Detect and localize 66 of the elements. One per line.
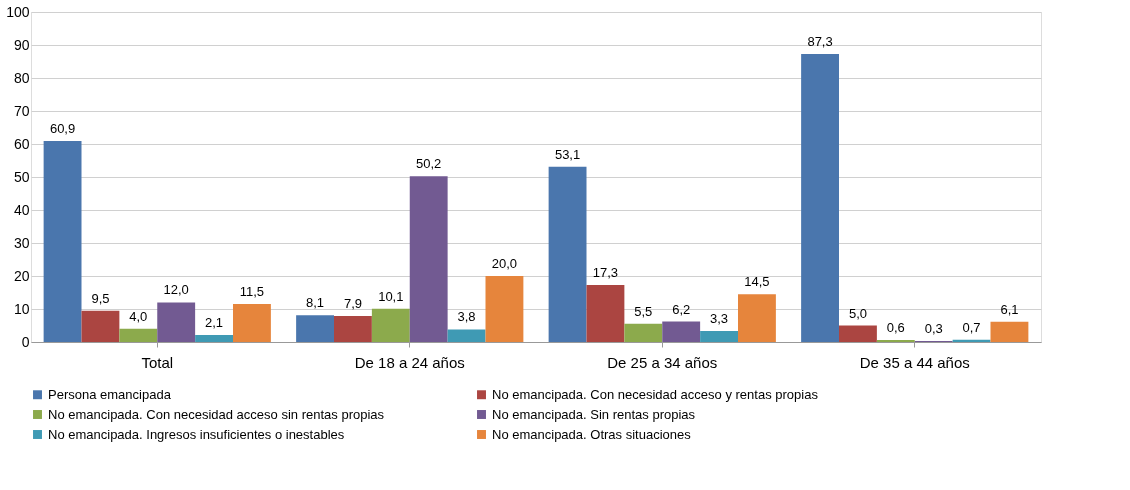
bar	[119, 328, 158, 342]
bar	[839, 325, 877, 342]
bar	[990, 321, 1029, 342]
data-label: 6,2	[672, 301, 691, 317]
legend-label: No emancipada. Ingresos insuficientes o inestables	[48, 426, 345, 442]
y-tick-label: 60	[13, 135, 30, 152]
y-tick-label: 40	[13, 201, 30, 218]
bar	[801, 53, 839, 342]
bar	[195, 335, 233, 342]
data-label: 6,1	[1000, 301, 1019, 317]
data-label: 8,1	[306, 295, 325, 311]
bar	[548, 166, 587, 342]
x-tick-label: Total	[141, 353, 174, 371]
y-tick-label: 100	[6, 3, 30, 20]
data-label: 4,0	[129, 308, 148, 324]
data-label: 11,5	[239, 284, 265, 300]
data-label: 2,1	[205, 315, 224, 331]
data-label: 3,8	[457, 309, 476, 325]
y-tick-label: 50	[13, 168, 30, 185]
bar	[447, 329, 486, 342]
y-tick-label: 30	[13, 234, 30, 251]
bar	[296, 315, 334, 342]
bar	[624, 323, 663, 342]
bar	[738, 294, 776, 342]
bar	[371, 308, 410, 342]
data-label: 17,3	[592, 264, 619, 280]
data-label: 53,1	[554, 146, 581, 162]
y-tick-label: 20	[13, 267, 30, 284]
bar	[233, 304, 271, 342]
x-tick-label: De 35 a 44 años	[859, 353, 970, 371]
bar	[43, 141, 82, 342]
x-tick-label: De 25 a 34 años	[607, 353, 718, 371]
bar	[81, 310, 120, 342]
bar	[485, 276, 524, 342]
bar	[700, 331, 738, 342]
legend-label: No emancipada. Con necesidad acceso y rentas propias	[492, 386, 819, 402]
y-tick-label: 0	[21, 333, 30, 350]
data-label: 12,0	[163, 282, 189, 298]
data-label: 10,1	[378, 288, 404, 304]
y-tick-label: 90	[13, 36, 30, 53]
x-tick-label: De 18 a 24 años	[354, 353, 465, 371]
data-label: 9,5	[91, 290, 110, 306]
y-tick-label: 70	[13, 102, 30, 119]
bar	[586, 284, 625, 342]
data-label: 0,6	[886, 320, 905, 336]
data-label: 5,0	[848, 305, 867, 321]
data-label: 3,3	[710, 311, 729, 327]
legend-label: Persona emancipada	[48, 386, 172, 402]
data-label: 0,7	[962, 319, 981, 335]
data-label: 87,3	[807, 33, 833, 49]
data-label: 50,2	[416, 156, 442, 172]
data-label: 60,9	[49, 121, 76, 137]
bar	[334, 315, 372, 342]
y-tick-label: 80	[13, 69, 30, 86]
data-label: 14,5	[744, 274, 770, 290]
legend-label: No emancipada. Otras situaciones	[492, 426, 692, 442]
bar	[662, 321, 701, 342]
bar	[157, 302, 196, 342]
data-label: 5,5	[634, 303, 653, 319]
y-tick-label: 10	[13, 300, 30, 317]
data-label: 20,0	[491, 256, 518, 271]
legend-label: No emancipada. Sin rentas propias	[492, 406, 696, 422]
bar	[409, 176, 448, 342]
data-label: 0,3	[924, 321, 943, 337]
legend-label: No emancipada. Con necesidad acceso sin rentas propias	[48, 406, 385, 422]
data-label: 7,9	[343, 295, 362, 311]
